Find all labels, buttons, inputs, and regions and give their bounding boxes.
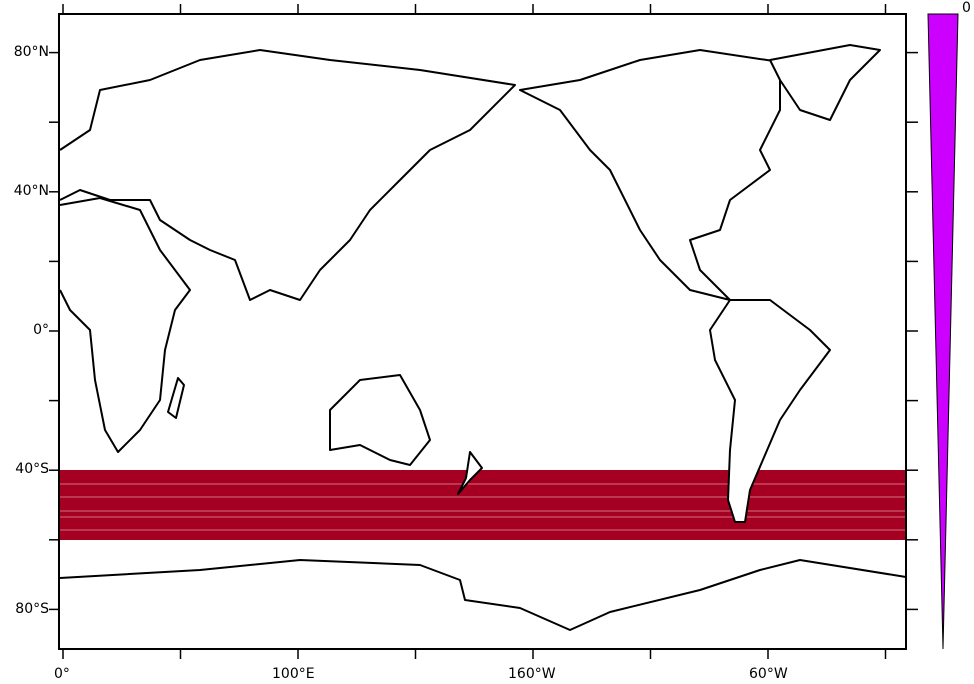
shaded-band: [60, 470, 906, 540]
coastlines: [59, 44, 907, 631]
lat-label: 0°: [33, 322, 49, 338]
australia: [329, 374, 431, 466]
lat-label: 40°S: [15, 461, 49, 477]
colorbar: [927, 13, 959, 650]
lat-label: 80°N: [13, 44, 49, 60]
greenland: [769, 44, 881, 121]
lon-label: 60°W: [749, 666, 788, 682]
lat-label: 80°S: [15, 601, 49, 617]
band-lines: [60, 483, 906, 531]
axis-ticks: [49, 4, 918, 659]
africa: [59, 197, 191, 453]
new-zealand: [457, 451, 483, 495]
lon-label: 100°E: [272, 666, 315, 682]
lon-label: 0°: [54, 666, 70, 682]
south-america: [709, 299, 831, 523]
antarctica: [59, 559, 907, 631]
madagascar: [167, 377, 185, 419]
lat-label: 40°N: [13, 183, 49, 199]
lon-label: 160°W: [508, 666, 556, 682]
eurasia: [59, 49, 516, 301]
colorbar-label: 0: [962, 0, 971, 16]
north-america: [519, 49, 781, 301]
